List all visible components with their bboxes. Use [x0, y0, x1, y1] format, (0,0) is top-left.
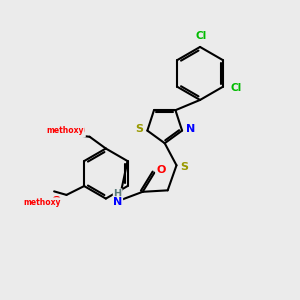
- Text: Cl: Cl: [196, 31, 207, 41]
- Text: N: N: [113, 197, 122, 207]
- Text: S: S: [135, 124, 143, 134]
- Text: Cl: Cl: [231, 83, 242, 93]
- Text: O: O: [76, 126, 85, 136]
- Text: O: O: [156, 165, 166, 175]
- Text: H: H: [113, 189, 122, 199]
- Text: S: S: [181, 162, 189, 172]
- Text: methoxy: methoxy: [24, 198, 61, 207]
- Text: N: N: [186, 124, 196, 134]
- Text: O: O: [52, 196, 61, 206]
- Text: methoxy: methoxy: [47, 126, 84, 135]
